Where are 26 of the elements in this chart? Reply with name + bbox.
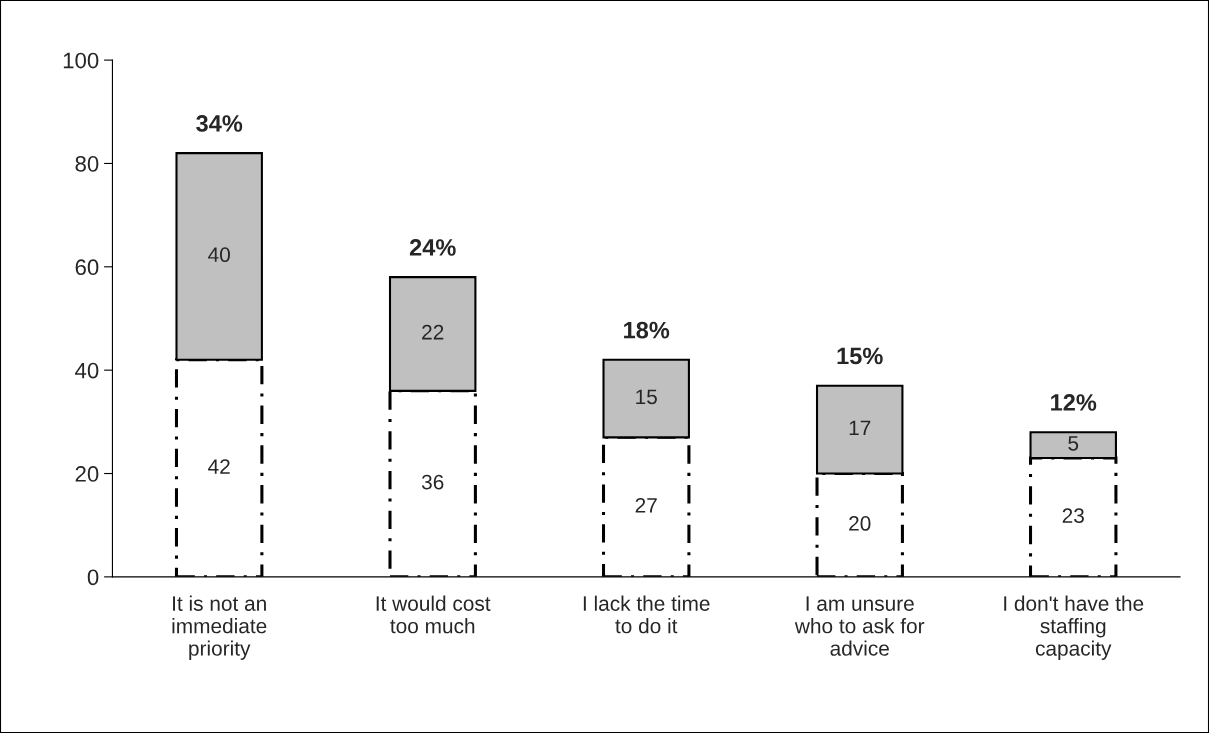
y-tick-label: 40 — [75, 362, 99, 379]
data-label: 22 — [422, 324, 444, 340]
data-label: 36 — [421, 474, 444, 490]
annotation: 15% — [837, 347, 883, 365]
data-label: 17 — [849, 420, 871, 435]
y-tick-label: 80 — [75, 155, 99, 172]
x-tick-label: I lack the time to do it — [583, 595, 710, 634]
data-label: 42 — [208, 459, 230, 474]
data-label: 5 — [1068, 436, 1079, 451]
x-tick-label: It would cost too much — [376, 595, 491, 634]
data-label: 40 — [208, 247, 230, 263]
annotation: 18% — [624, 321, 670, 339]
data-label: 15 — [636, 389, 657, 405]
y-tick-label: 100 — [63, 52, 99, 69]
annotation: 34% — [196, 115, 243, 132]
data-label: 27 — [635, 497, 657, 513]
x-tick-label: It is not an immediate priority — [172, 595, 267, 660]
annotation: 12% — [1051, 394, 1097, 411]
x-tick-label: I don't have the staffing capacity — [1004, 595, 1144, 660]
y-tick-label: 60 — [75, 259, 99, 276]
data-label: 20 — [849, 516, 871, 531]
x-tick-label: I am unsure who to ask for advice — [794, 596, 925, 656]
data-label: 23 — [1062, 508, 1084, 524]
annotation: 24% — [409, 239, 456, 256]
y-tick-label: 0 — [87, 569, 99, 586]
y-tick-label: 20 — [75, 466, 99, 482]
